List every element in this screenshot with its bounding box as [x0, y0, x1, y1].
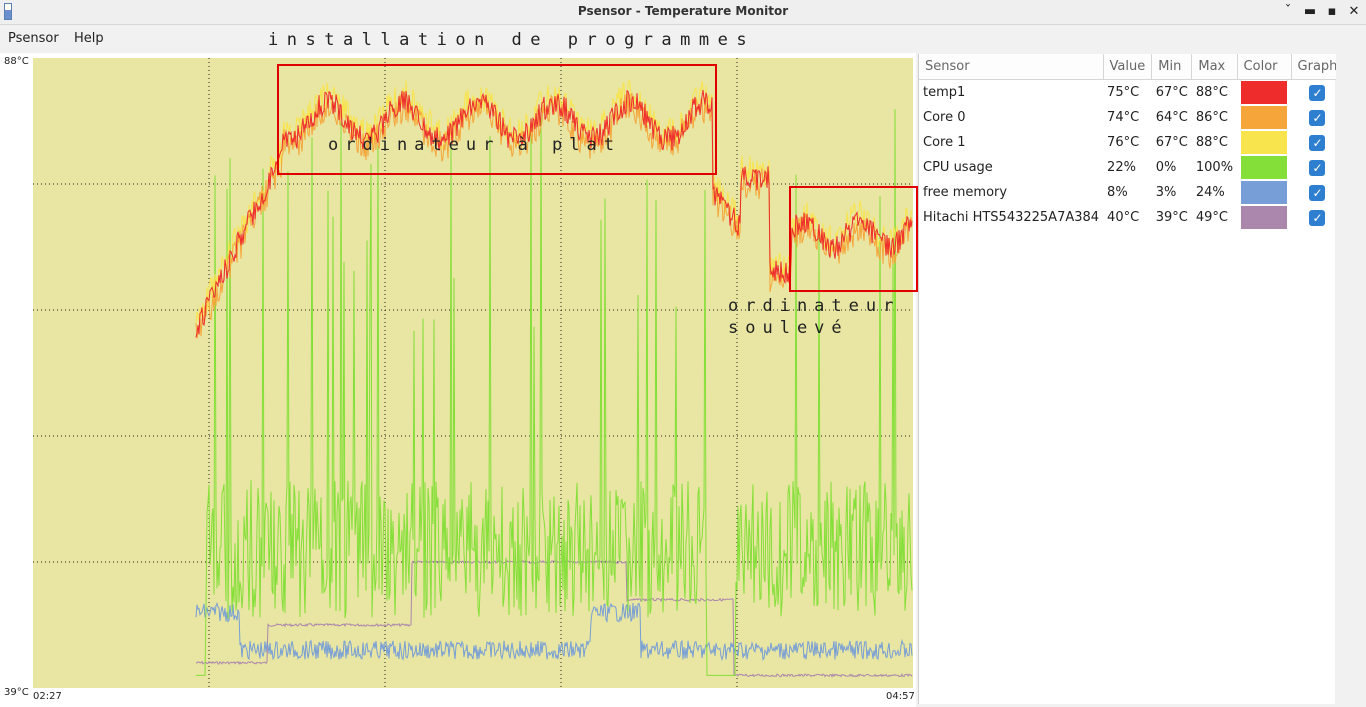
- window-menu-button[interactable]: ˇ: [1284, 4, 1292, 19]
- table-row[interactable]: Hitachi HTS543225A7A384 40°C 39°C 49°C ✓: [919, 205, 1344, 230]
- sensor-min: 3%: [1155, 185, 1177, 200]
- window-title: Psensor - Temperature Monitor: [577, 4, 789, 18]
- series-cpu-usage: [196, 107, 913, 676]
- thermometer-icon: [4, 3, 12, 20]
- sensor-max: 24%: [1195, 185, 1225, 200]
- sensor-min: 39°C: [1155, 210, 1188, 225]
- y-max-label: 88°C: [4, 56, 29, 67]
- sensor-panel: Sensor Value Min Max Color Graph temp1 75…: [918, 54, 1345, 704]
- sensor-max: 88°C: [1195, 135, 1228, 150]
- sensor-value: 40°C: [1107, 210, 1140, 225]
- graph-checkbox[interactable]: ✓: [1309, 209, 1326, 226]
- color-swatch[interactable]: [1241, 156, 1288, 179]
- menu-bar: Psensor Help: [0, 25, 1366, 52]
- graph-checkbox[interactable]: ✓: [1309, 159, 1326, 176]
- sensor-graph-cell: ✓: [1291, 105, 1344, 130]
- sensor-name: Core 0: [923, 110, 966, 125]
- sensor-graph-cell: ✓: [1291, 155, 1344, 180]
- minimize-button[interactable]: ▬: [1303, 4, 1317, 19]
- sensor-value: 76°C: [1107, 135, 1140, 150]
- sensor-graph-cell: ✓: [1291, 180, 1344, 205]
- sensor-color-cell: [1237, 180, 1291, 205]
- annotation-raised-1: ordinateur: [728, 296, 901, 316]
- col-color[interactable]: Color: [1237, 54, 1292, 80]
- sensor-value: 75°C: [1107, 85, 1140, 100]
- col-max[interactable]: Max: [1191, 54, 1238, 80]
- sensor-graph-cell: ✓: [1291, 80, 1344, 106]
- annotation-flat: ordinateur à plat: [328, 135, 621, 155]
- sensor-name: Hitachi HTS543225A7A384: [923, 210, 1100, 225]
- graph-background: [33, 58, 913, 688]
- sensor-color-cell: [1237, 205, 1291, 230]
- x-start-label: 02:27: [33, 691, 62, 702]
- sensor-min: 67°C: [1155, 85, 1188, 100]
- table-row[interactable]: Core 0 74°C 64°C 86°C ✓: [919, 105, 1344, 130]
- table-row[interactable]: Core 1 76°C 67°C 88°C ✓: [919, 130, 1344, 155]
- sensor-min: 67°C: [1155, 135, 1188, 150]
- maximize-button[interactable]: ▪: [1327, 4, 1337, 19]
- color-swatch[interactable]: [1241, 81, 1288, 104]
- graph-canvas: [33, 58, 913, 688]
- sensor-max: 49°C: [1195, 210, 1228, 225]
- color-swatch[interactable]: [1241, 131, 1288, 154]
- graph-checkbox[interactable]: ✓: [1309, 109, 1326, 126]
- sensor-name: temp1: [923, 85, 966, 100]
- sensor-color-cell: [1237, 130, 1291, 155]
- sensor-value: 22%: [1107, 160, 1136, 175]
- sensor-color-cell: [1237, 155, 1291, 180]
- graph-checkbox[interactable]: ✓: [1309, 134, 1326, 151]
- sensor-graph-cell: ✓: [1291, 205, 1344, 230]
- panel-margin: [1336, 54, 1366, 704]
- menu-psensor[interactable]: Psensor: [8, 31, 59, 46]
- annotation-box-flat: [277, 64, 717, 175]
- sensor-name: free memory: [923, 185, 1008, 200]
- sensor-max: 100%: [1195, 160, 1234, 175]
- close-button[interactable]: ✕: [1348, 4, 1360, 19]
- sensor-min: 64°C: [1155, 110, 1188, 125]
- col-value[interactable]: Value: [1103, 54, 1153, 80]
- sensor-color-cell: [1237, 105, 1291, 130]
- series-hitachi: [195, 559, 913, 678]
- graph-checkbox[interactable]: ✓: [1309, 184, 1326, 201]
- col-graph[interactable]: Graph: [1291, 54, 1345, 80]
- sensor-min: 0%: [1155, 160, 1177, 175]
- x-end-label: 04:57: [886, 691, 915, 702]
- table-row[interactable]: free memory 8% 3% 24% ✓: [919, 180, 1344, 205]
- table-row[interactable]: CPU usage 22% 0% 100% ✓: [919, 155, 1344, 180]
- annotation-install: installation de programmes: [268, 30, 756, 50]
- col-sensor[interactable]: Sensor: [919, 54, 1104, 80]
- sensor-color-cell: [1237, 80, 1291, 106]
- annotation-raised-2: soulevé: [728, 318, 849, 338]
- series-free-memory: [195, 601, 913, 662]
- color-swatch[interactable]: [1241, 206, 1288, 229]
- sensor-max: 88°C: [1195, 85, 1228, 100]
- sensor-graph-cell: ✓: [1291, 130, 1344, 155]
- sensor-table: Sensor Value Min Max Color Graph temp1 75…: [919, 54, 1345, 230]
- y-min-label: 39°C: [4, 687, 29, 698]
- sensor-value: 8%: [1107, 185, 1128, 200]
- color-swatch[interactable]: [1241, 181, 1288, 204]
- menu-help[interactable]: Help: [74, 31, 104, 46]
- title-bar: Psensor - Temperature Monitor ˇ ▬ ▪ ✕: [0, 0, 1366, 25]
- table-header: Sensor Value Min Max Color Graph: [919, 54, 1345, 80]
- series-temp1: [195, 89, 913, 338]
- col-min[interactable]: Min: [1151, 54, 1193, 80]
- sensor-graph: 88°C 39°C 02:27 04:57: [0, 53, 916, 707]
- sensor-name: Core 1: [923, 135, 966, 150]
- sensor-max: 86°C: [1195, 110, 1228, 125]
- annotation-box-raised: [789, 186, 918, 292]
- sensor-name: CPU usage: [923, 160, 993, 175]
- graph-checkbox[interactable]: ✓: [1309, 84, 1326, 101]
- sensor-value: 74°C: [1107, 110, 1140, 125]
- table-row[interactable]: temp1 75°C 67°C 88°C ✓: [919, 80, 1344, 106]
- color-swatch[interactable]: [1241, 106, 1288, 129]
